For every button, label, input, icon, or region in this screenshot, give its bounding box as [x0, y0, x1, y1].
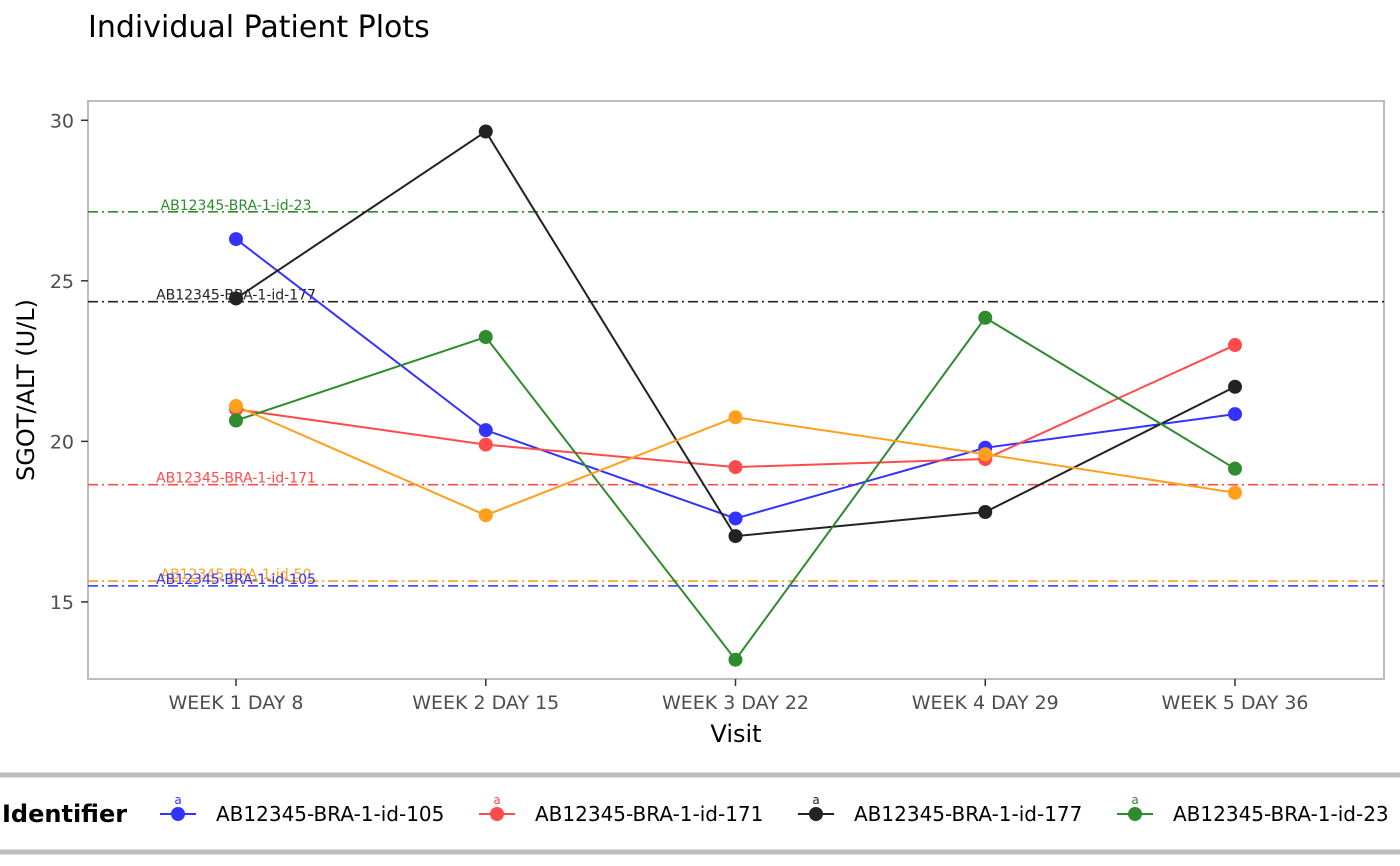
- data-point: [478, 423, 493, 438]
- data-point: [978, 310, 993, 325]
- y-axis: 15 20 25 30: [50, 110, 88, 614]
- legend-key-point: [171, 807, 185, 821]
- y-tick-label: 25: [50, 271, 74, 293]
- plot-panel-border: [87, 100, 1385, 680]
- y-tick-label: 20: [50, 431, 74, 453]
- legend-key-point: [1128, 807, 1142, 821]
- series-line: [235, 316, 1236, 662]
- data-point: [978, 505, 993, 520]
- reference-line-label: AB12345-BRA-1-id-171: [156, 471, 316, 487]
- chart-title: Individual Patient Plots: [88, 10, 430, 45]
- legend-key-point: [490, 807, 504, 821]
- data-point: [229, 232, 243, 247]
- data-point: [1228, 338, 1242, 353]
- x-tick-label: WEEK 3 DAY 22: [662, 692, 809, 714]
- reference-line-label: AB12345-BRA-1-id-23: [161, 198, 312, 214]
- data-point: [728, 652, 743, 667]
- data-point: [478, 124, 493, 139]
- x-tick-label: WEEK 4 DAY 29: [912, 692, 1059, 714]
- reference-line-label: AB12345-BRA-1-id-105: [156, 572, 316, 588]
- y-tick-label: 15: [50, 592, 74, 614]
- y-axis-title: SGOT/ALT (U/L): [12, 299, 40, 481]
- legend-key-label: a: [812, 793, 819, 807]
- data-point: [978, 447, 993, 462]
- series-points: [229, 124, 1242, 667]
- legend-item-label: AB12345-BRA-1-id-23: [1173, 802, 1389, 826]
- x-tick-label: WEEK 2 DAY 15: [412, 692, 559, 714]
- data-point: [229, 291, 243, 306]
- legend-item-label: AB12345-BRA-1-id-177: [854, 802, 1082, 826]
- x-axis-title: Visit: [710, 720, 761, 748]
- legend-key-label: a: [1131, 793, 1138, 807]
- series-line: [235, 130, 1236, 538]
- data-point: [728, 511, 743, 526]
- legend-item-label: AB12345-BRA-1-id-171: [535, 802, 763, 826]
- x-axis: WEEK 1 DAY 8 WEEK 2 DAY 15 WEEK 3 DAY 22 WE…: [169, 679, 1309, 714]
- data-point: [728, 460, 743, 475]
- y-tick-label: 30: [50, 110, 74, 132]
- x-tick-label: WEEK 1 DAY 8: [169, 692, 304, 714]
- legend-key-label: a: [493, 793, 500, 807]
- data-point: [478, 508, 493, 523]
- x-tick-label: WEEK 5 DAY 36: [1161, 692, 1308, 714]
- reference-lines: [88, 210, 1384, 587]
- reference-line-label: AB12345-BRA-1-id-50: [161, 567, 312, 583]
- series-line: [235, 344, 1236, 469]
- reference-line-labels: AB12345-BRA-1-id-23AB12345-BRA-1-id-177A…: [156, 198, 316, 588]
- legend-title: Identifier: [2, 800, 127, 828]
- legend: a AB12345-BRA-1-id-105 a AB12345-BRA-1-id-1…: [160, 793, 1389, 826]
- data-point: [1228, 407, 1242, 422]
- data-point: [728, 410, 743, 425]
- data-point: [1228, 461, 1242, 476]
- data-point: [1228, 379, 1242, 394]
- legend-key-label: a: [174, 793, 181, 807]
- data-point: [229, 399, 243, 414]
- data-point: [478, 330, 493, 345]
- legend-item-label: AB12345-BRA-1-id-105: [216, 802, 444, 826]
- data-point: [1228, 485, 1242, 500]
- data-point: [728, 529, 743, 544]
- data-point: [229, 413, 243, 428]
- legend-key-point: [809, 807, 823, 821]
- data-point: [478, 437, 493, 452]
